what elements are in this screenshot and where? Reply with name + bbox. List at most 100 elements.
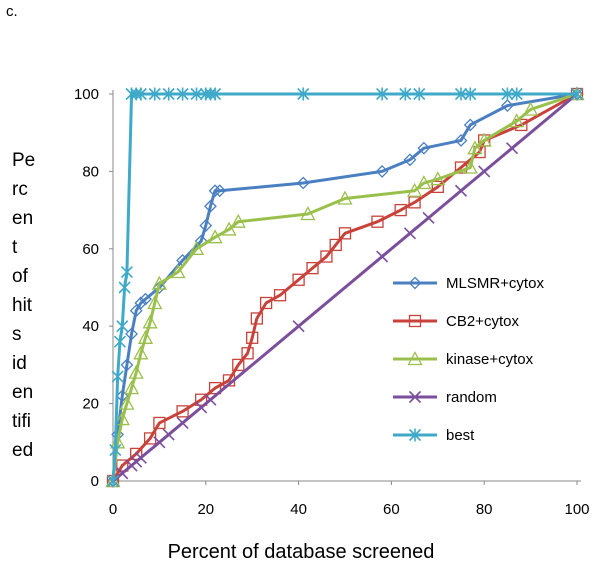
data-point (199, 219, 213, 232)
data-point (407, 182, 423, 197)
data-point (413, 87, 426, 101)
tick-labels: 0 20 40 60 80 100 0 20 40 60 80 100 (74, 86, 590, 518)
legend: MLSMR+cytox CB2+cytox kinase+cytox random be… (393, 275, 544, 444)
data-point (376, 87, 389, 101)
data-point (114, 411, 130, 426)
data-point (241, 347, 254, 360)
data-point (300, 206, 316, 221)
data-point (320, 250, 333, 263)
y-label-line: id (12, 353, 27, 374)
y-tick-label: 60 (82, 241, 99, 258)
data-point (111, 370, 124, 384)
data-point (464, 87, 477, 101)
data-point (467, 140, 483, 155)
data-point (306, 261, 319, 275)
data-point (292, 320, 305, 333)
data-point (116, 319, 129, 333)
data-point (153, 416, 166, 430)
data-point (515, 118, 528, 132)
data-point (509, 113, 525, 128)
legend-marker (408, 276, 422, 290)
data-point (296, 176, 310, 190)
data-point (204, 393, 217, 406)
data-point (454, 184, 468, 197)
legend-item: MLSMR+cytox (393, 275, 544, 292)
x-tick-label: 40 (290, 501, 307, 518)
legend-label: best (446, 427, 475, 444)
y-tick-label: 0 (91, 473, 99, 490)
data-point (209, 87, 222, 101)
data-point (116, 467, 129, 480)
data-point (399, 87, 412, 101)
data-point (478, 165, 491, 178)
data-point (337, 190, 353, 205)
data-point (153, 436, 166, 449)
data-point (213, 184, 227, 198)
data-point (403, 153, 417, 167)
data-point (123, 380, 140, 395)
data-point (501, 87, 514, 101)
data-point (190, 87, 203, 101)
data-point (375, 164, 389, 178)
data-point (273, 289, 287, 302)
y-label-line: of (12, 266, 28, 287)
data-point (139, 292, 152, 306)
data-point (259, 296, 273, 310)
x-tick-label: 60 (383, 501, 400, 518)
data-point (454, 87, 468, 101)
data-point (170, 264, 186, 279)
series-best (106, 87, 584, 488)
data-point (120, 265, 133, 279)
data-point (133, 345, 149, 360)
data-point (113, 335, 127, 349)
legend-marker (408, 314, 422, 328)
data-point (208, 184, 222, 198)
data-point (120, 358, 134, 372)
y-label-line: t (12, 237, 18, 258)
data-point (371, 215, 384, 228)
y-label-line: ed (12, 440, 34, 461)
legend-item: random (393, 389, 497, 406)
data-point (152, 281, 166, 294)
data-point (422, 211, 435, 224)
data-point (570, 87, 584, 101)
data-point (162, 87, 175, 101)
data-point (221, 221, 237, 236)
data-point (118, 281, 131, 294)
series-layer (105, 86, 585, 488)
y-label-line: hit (12, 295, 33, 316)
data-point (148, 87, 161, 101)
data-point (134, 296, 148, 310)
y-tick-label: 40 (82, 318, 99, 335)
data-point (500, 99, 514, 113)
legend-label: kinase+cytox (446, 351, 534, 368)
data-point (246, 331, 259, 344)
data-point (106, 474, 120, 488)
data-point (416, 175, 432, 190)
y-label-line: s (12, 324, 22, 345)
series-line (111, 92, 578, 482)
data-point (204, 199, 217, 213)
data-point (338, 227, 352, 240)
data-point (116, 459, 129, 472)
data-point (523, 101, 539, 116)
data-point (250, 312, 263, 325)
data-point (208, 381, 222, 395)
data-point (188, 240, 205, 255)
data-point (130, 447, 143, 461)
data-point (207, 229, 223, 244)
legend-label: CB2+cytox (446, 313, 519, 330)
panel-label: c. (6, 3, 18, 20)
data-point (394, 203, 407, 217)
data-point (109, 443, 122, 457)
series-line (111, 92, 578, 482)
data-point (128, 364, 144, 379)
data-point (195, 393, 208, 406)
data-point (137, 329, 154, 344)
data-point (454, 134, 468, 147)
data-point (232, 358, 245, 372)
data-point (147, 295, 163, 310)
data-point (230, 213, 246, 228)
y-axis-label: Pe rc en t of hit s id en tifi ed (12, 146, 46, 465)
